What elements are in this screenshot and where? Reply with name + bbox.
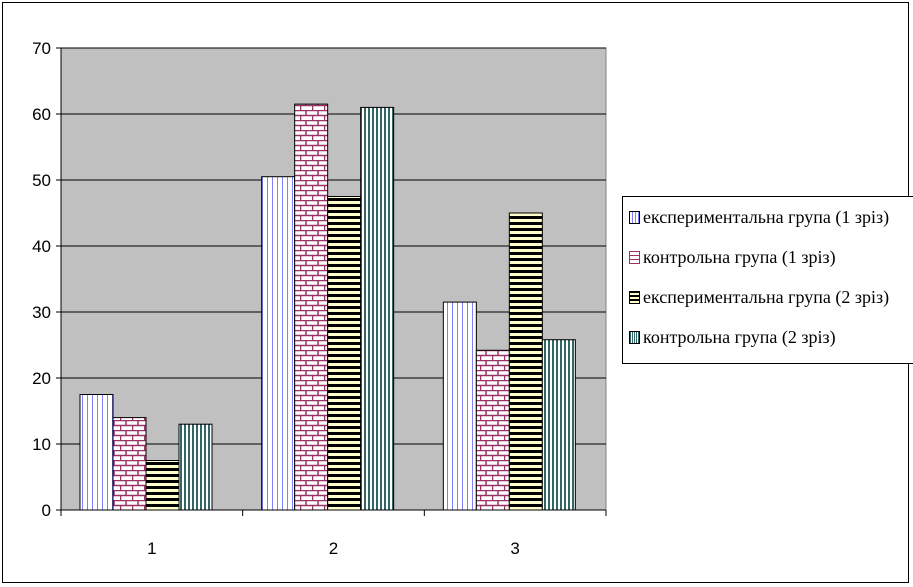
bar: [145, 460, 180, 511]
y-tick-label: 40: [32, 237, 51, 256]
bar: [475, 349, 510, 511]
bars: [79, 103, 576, 511]
legend-swatch-series-1: [629, 210, 640, 224]
bar: [508, 212, 543, 511]
legend-swatch-series-2: [629, 250, 640, 264]
x-tick-label: 1: [147, 539, 156, 558]
bar: [112, 417, 147, 511]
y-tick-label: 0: [42, 501, 51, 520]
y-tick-label: 30: [32, 303, 51, 322]
y-tick-label: 70: [32, 39, 51, 58]
legend-item-series-4: контрольна група (2 зріз): [629, 326, 836, 348]
legend: експериментальна група (1 зріз) контроль…: [622, 196, 913, 364]
legend-item-series-2: контрольна група (1 зріз): [629, 246, 836, 268]
bar: [261, 176, 296, 511]
legend-label: експериментальна група (1 зріз): [643, 206, 890, 227]
bar: [442, 301, 477, 511]
legend-label: контрольна група (1 зріз): [643, 246, 836, 267]
legend-swatch-series-3: [629, 290, 640, 304]
legend-label: експериментальна група (2 зріз): [643, 286, 890, 307]
bar: [79, 394, 114, 511]
legend-item-series-3: експериментальна група (2 зріз): [629, 286, 889, 308]
legend-swatch-series-4: [629, 330, 640, 344]
bar: [541, 339, 576, 511]
axes: 0 10 20 30 40 50 60 70 1 2 3: [32, 39, 607, 558]
bar: [360, 106, 395, 511]
y-tick-label: 50: [32, 171, 51, 190]
legend-item-series-1: експериментальна група (1 зріз): [629, 206, 889, 228]
bar: [178, 423, 213, 511]
x-tick-label: 3: [510, 539, 519, 558]
legend-label: контрольна група (2 зріз): [643, 326, 836, 347]
bar: [327, 196, 362, 511]
y-tick-label: 60: [32, 105, 51, 124]
y-tick-label: 20: [32, 369, 51, 388]
bar: [294, 103, 329, 511]
y-tick-label: 10: [32, 435, 51, 454]
x-tick-label: 2: [329, 539, 338, 558]
